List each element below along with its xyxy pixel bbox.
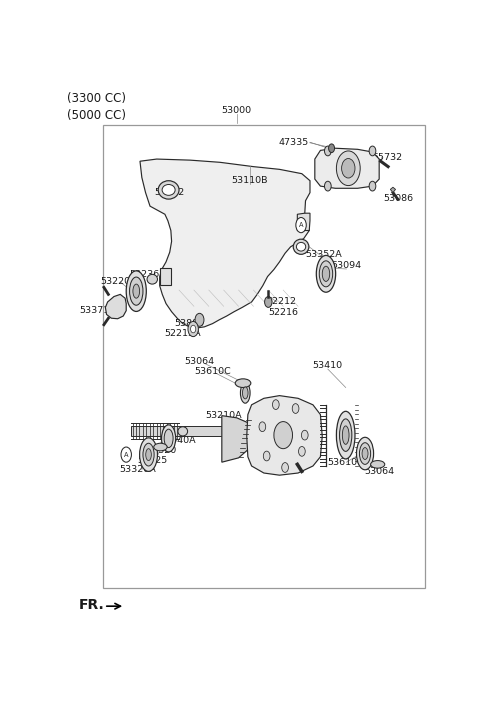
Ellipse shape [140, 438, 157, 472]
Ellipse shape [319, 261, 333, 287]
Ellipse shape [158, 181, 179, 199]
Circle shape [296, 217, 306, 233]
Text: 55732: 55732 [372, 153, 402, 162]
Polygon shape [222, 415, 252, 462]
Circle shape [259, 422, 266, 432]
Text: A: A [299, 222, 303, 228]
Ellipse shape [242, 387, 248, 399]
Text: 53064: 53064 [364, 467, 394, 476]
Circle shape [301, 430, 308, 440]
Text: 53325: 53325 [137, 456, 168, 465]
Circle shape [188, 321, 198, 337]
Text: 53610C: 53610C [194, 367, 231, 376]
Circle shape [369, 146, 376, 156]
Ellipse shape [371, 460, 385, 468]
Ellipse shape [126, 271, 146, 311]
Text: 53220: 53220 [100, 278, 130, 286]
Text: 53320A: 53320A [119, 465, 156, 475]
Text: 53210A: 53210A [205, 411, 242, 420]
Circle shape [121, 447, 132, 462]
Text: 53885: 53885 [174, 319, 204, 328]
Text: 53352A: 53352A [306, 250, 343, 259]
Ellipse shape [154, 444, 167, 451]
Circle shape [264, 451, 270, 461]
Ellipse shape [360, 443, 371, 465]
Ellipse shape [162, 425, 176, 452]
Ellipse shape [178, 427, 188, 436]
Text: 53236: 53236 [130, 271, 160, 279]
Ellipse shape [293, 239, 309, 254]
Ellipse shape [342, 426, 349, 444]
Circle shape [324, 181, 331, 191]
Ellipse shape [133, 284, 140, 298]
Ellipse shape [240, 382, 250, 404]
Circle shape [342, 158, 355, 178]
Ellipse shape [146, 449, 151, 460]
Circle shape [336, 151, 360, 186]
Polygon shape [297, 213, 310, 231]
Text: FR.: FR. [79, 598, 104, 612]
Ellipse shape [362, 448, 368, 460]
Circle shape [273, 400, 279, 409]
Text: 53040A: 53040A [159, 436, 195, 445]
Text: 53000: 53000 [222, 106, 252, 115]
Ellipse shape [336, 411, 355, 459]
Text: 53110B: 53110B [231, 176, 268, 185]
Text: 53610C: 53610C [327, 458, 364, 467]
Polygon shape [140, 159, 310, 328]
Circle shape [191, 325, 196, 333]
Text: 53320B: 53320B [321, 151, 357, 160]
Text: 53352: 53352 [155, 188, 185, 197]
Text: 53320: 53320 [146, 446, 176, 455]
Ellipse shape [143, 444, 154, 466]
Text: 53410: 53410 [313, 361, 343, 370]
Circle shape [369, 181, 376, 191]
Polygon shape [106, 295, 126, 318]
Text: 53086: 53086 [384, 193, 414, 202]
Circle shape [329, 144, 335, 153]
Circle shape [324, 146, 331, 156]
Ellipse shape [130, 277, 143, 305]
Text: 52213A: 52213A [165, 329, 201, 338]
Ellipse shape [357, 437, 373, 470]
Text: 53064: 53064 [184, 357, 215, 366]
Polygon shape [390, 187, 396, 193]
Circle shape [274, 422, 292, 449]
Text: (3300 CC)
(5000 CC): (3300 CC) (5000 CC) [67, 93, 126, 122]
Ellipse shape [147, 274, 157, 284]
Circle shape [299, 446, 305, 456]
Ellipse shape [316, 255, 336, 292]
Ellipse shape [162, 184, 175, 195]
Polygon shape [315, 148, 379, 188]
Circle shape [292, 404, 299, 413]
Circle shape [282, 463, 288, 472]
Text: 52216: 52216 [268, 309, 298, 317]
Text: 52212: 52212 [266, 297, 296, 307]
Ellipse shape [164, 429, 173, 448]
Ellipse shape [297, 243, 306, 251]
Polygon shape [247, 396, 322, 475]
Ellipse shape [339, 419, 352, 451]
Text: 53094: 53094 [331, 262, 361, 270]
Polygon shape [160, 269, 171, 285]
Ellipse shape [235, 379, 251, 387]
Text: 47335: 47335 [279, 138, 309, 148]
Text: A: A [124, 451, 129, 458]
Text: 53371B: 53371B [80, 306, 116, 315]
Ellipse shape [322, 266, 330, 281]
Text: 53215: 53215 [271, 454, 301, 463]
Circle shape [264, 297, 272, 307]
Circle shape [195, 314, 204, 326]
Bar [103, 125, 424, 588]
Polygon shape [131, 427, 229, 436]
